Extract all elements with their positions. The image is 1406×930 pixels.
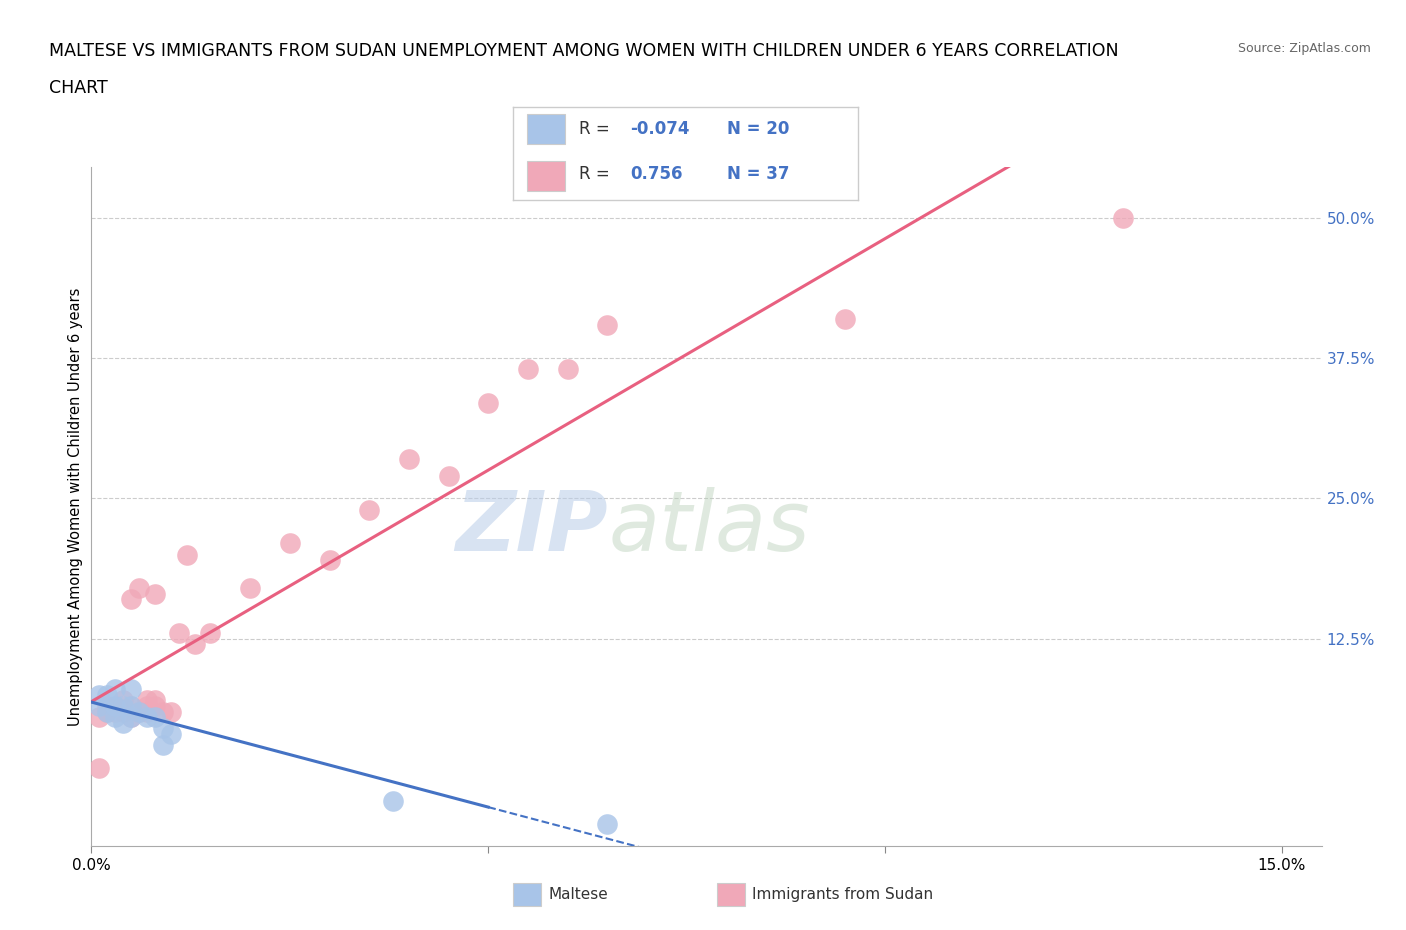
Point — [89, 687, 111, 702]
Point — [176, 547, 198, 562]
Point — [398, 452, 420, 467]
Point — [128, 704, 150, 719]
Text: N = 20: N = 20 — [727, 120, 789, 139]
Point — [136, 698, 159, 713]
Point — [112, 693, 135, 708]
Point — [104, 698, 127, 713]
Point — [120, 710, 142, 724]
Point — [477, 395, 499, 410]
Point — [104, 704, 127, 719]
Point — [1112, 210, 1135, 225]
Point — [128, 704, 150, 719]
Point — [596, 817, 619, 831]
Point — [96, 687, 118, 702]
Text: Source: ZipAtlas.com: Source: ZipAtlas.com — [1237, 42, 1371, 55]
Point — [152, 721, 174, 736]
Point — [120, 592, 142, 607]
Point — [143, 698, 166, 713]
Point — [167, 626, 190, 641]
Point — [112, 704, 135, 719]
Text: R =: R = — [579, 120, 614, 139]
Point — [382, 794, 405, 809]
Point — [437, 469, 460, 484]
Point — [359, 502, 381, 517]
Text: R =: R = — [579, 165, 620, 183]
Point — [239, 580, 262, 595]
Point — [834, 312, 856, 326]
Text: atlas: atlas — [607, 486, 810, 567]
Point — [136, 704, 159, 719]
FancyBboxPatch shape — [527, 114, 565, 144]
Point — [96, 704, 118, 719]
Text: MALTESE VS IMMIGRANTS FROM SUDAN UNEMPLOYMENT AMONG WOMEN WITH CHILDREN UNDER 6 : MALTESE VS IMMIGRANTS FROM SUDAN UNEMPLO… — [49, 42, 1119, 60]
Point — [516, 362, 538, 377]
Point — [104, 682, 127, 697]
Text: -0.074: -0.074 — [630, 120, 690, 139]
Point — [159, 726, 181, 741]
FancyBboxPatch shape — [527, 161, 565, 191]
Point — [104, 698, 127, 713]
Text: N = 37: N = 37 — [727, 165, 789, 183]
Text: ZIP: ZIP — [456, 486, 607, 567]
Point — [104, 710, 127, 724]
Point — [120, 710, 142, 724]
Point — [200, 626, 222, 641]
Point — [96, 704, 118, 719]
Point — [89, 710, 111, 724]
Point — [89, 698, 111, 713]
Point — [596, 317, 619, 332]
Point — [278, 536, 301, 551]
Point — [128, 580, 150, 595]
Point — [96, 698, 118, 713]
Point — [143, 710, 166, 724]
Point — [136, 693, 159, 708]
Point — [89, 761, 111, 776]
Point — [120, 698, 142, 713]
Text: CHART: CHART — [49, 79, 108, 97]
Text: Maltese: Maltese — [548, 887, 607, 902]
Point — [318, 552, 340, 567]
Point — [159, 704, 181, 719]
Y-axis label: Unemployment Among Women with Children Under 6 years: Unemployment Among Women with Children U… — [67, 287, 83, 726]
Point — [120, 682, 142, 697]
Point — [143, 587, 166, 602]
Point — [112, 715, 135, 730]
Point — [143, 693, 166, 708]
Point — [112, 698, 135, 713]
Point — [152, 704, 174, 719]
Text: Immigrants from Sudan: Immigrants from Sudan — [752, 887, 934, 902]
Point — [152, 737, 174, 752]
Point — [136, 710, 159, 724]
Point — [557, 362, 579, 377]
Point — [120, 698, 142, 713]
Point — [183, 637, 205, 652]
Text: 0.756: 0.756 — [630, 165, 683, 183]
